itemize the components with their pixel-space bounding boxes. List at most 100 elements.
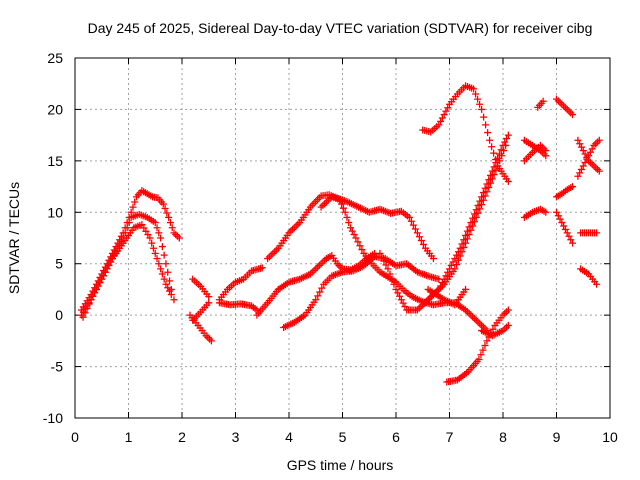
data-point [314,263,322,271]
axis-ticks: 0 1 2 3 4 5 6 7 8 9 10 -10 -5 0 5 10 15 20 25 [43,50,618,445]
chart-title: Day 245 of 2025, Sidereal Day-to-day VTE… [88,20,593,36]
data-point [592,140,600,148]
data-point [474,95,482,103]
data-point [472,90,480,98]
data-point [319,201,327,209]
data-point [172,231,180,239]
data-point [390,280,398,288]
data-point [164,284,172,292]
data-point [490,171,498,179]
y-tick-label: -5 [51,359,64,375]
data-point [470,85,478,93]
data-point [542,147,550,155]
data-point [456,244,464,252]
series-arc-27 [574,136,603,180]
data-point [358,246,366,254]
data-point [479,346,487,354]
data-point [567,236,575,244]
data-point [556,99,564,107]
data-point [553,208,560,216]
data-point [576,169,584,177]
data-point [569,239,577,247]
data-point [151,219,159,227]
data-point [462,231,470,239]
data-point [148,239,156,247]
data-point [590,162,598,170]
x-tick-label: 8 [499,429,507,445]
data-point [407,217,415,225]
data-point [157,265,165,273]
data-point [170,229,178,237]
x-tick-label: 3 [232,429,240,445]
data-point [496,157,504,165]
series-arc-20 [520,141,550,165]
data-point [504,306,512,314]
series-arc-11 [280,253,443,331]
data-point [85,300,93,308]
data-point [165,213,173,221]
data-point [563,105,571,113]
y-tick-label: 15 [47,153,63,169]
data-point [438,114,446,122]
data-point [453,261,461,269]
data-point [162,260,170,268]
data-point [483,337,491,345]
data-point [352,234,360,242]
data-point [292,222,300,230]
data-point [458,240,466,248]
data-point [539,97,547,105]
y-tick-label: -10 [43,410,63,426]
data-point [542,208,550,216]
data-point [569,183,577,191]
data-point [447,261,455,269]
data-point [174,232,182,240]
data-point [590,141,598,149]
data-point [413,229,421,237]
series-arc-17 [443,306,512,386]
data-point [205,293,213,301]
data-point [504,321,512,329]
data-point [470,315,478,323]
data-point [470,218,478,226]
data-point [166,287,174,295]
data-point [483,188,491,196]
series-arc-7 [215,264,266,304]
data-point [101,268,109,276]
series-arc-14 [419,82,512,185]
data-point [460,243,468,251]
y-tick-label: 20 [47,101,63,117]
data-point [290,224,298,232]
data-point [271,248,279,256]
x-tick-label: 9 [553,429,561,445]
data-point [394,289,402,297]
data-point [476,197,484,205]
data-point [338,200,346,208]
data-point [501,138,509,146]
data-point [460,236,468,244]
data-point [483,180,491,188]
data-point [474,209,482,217]
data-point [501,309,509,317]
data-point [444,268,452,276]
data-point [476,205,484,213]
data-point [561,104,569,112]
data-point [345,219,353,227]
data-point [347,224,355,232]
data-point [267,251,275,259]
data-point [484,129,492,137]
data-point [79,313,87,321]
data-point [129,203,137,211]
data-point [336,196,344,204]
data-point [581,150,589,158]
data-point [167,291,175,299]
data-point [586,148,594,156]
data-point [405,213,413,221]
data-point [321,200,329,208]
data-point [451,265,459,273]
data-point [94,282,102,290]
data-point [314,292,322,300]
series-arc-26 [574,136,603,175]
data-point [378,253,386,261]
data-point [322,198,330,206]
x-tick-label: 5 [339,429,347,445]
